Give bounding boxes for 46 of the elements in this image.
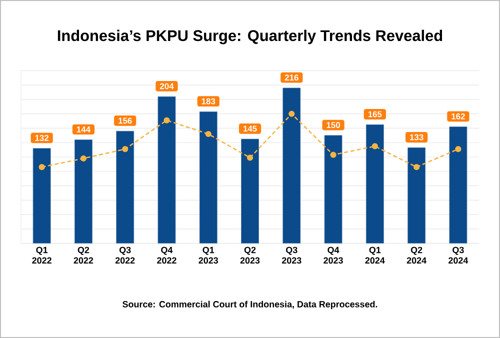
x-tick-label: Q3 2024	[448, 246, 468, 264]
data-label: 144	[76, 126, 90, 132]
data-label: 156	[118, 118, 132, 124]
point	[372, 143, 378, 150]
x-tick-label: Q1 2024	[365, 246, 385, 264]
data-label: 165	[368, 111, 382, 118]
x-tick-label: Q1 2022	[32, 246, 52, 264]
x-tick-label: Q4 2023	[324, 246, 343, 264]
point	[288, 110, 295, 117]
data-label: 216	[284, 74, 298, 81]
bar	[324, 135, 342, 244]
point	[38, 164, 45, 170]
source-note: Source: Commercial Court of Indonesia, Data Reprocessed.	[122, 300, 378, 310]
data-label: 132	[35, 134, 49, 141]
data-label: 162	[452, 113, 465, 120]
data-label: 145	[243, 126, 257, 132]
x-tick-label: Q2 2023	[240, 246, 260, 264]
point	[414, 164, 420, 170]
point	[205, 130, 212, 138]
bar	[32, 148, 51, 244]
x-tick-label: Q3 2023	[282, 246, 302, 264]
x-tick-label: Q3 2022	[115, 246, 135, 264]
point	[122, 146, 128, 152]
point	[455, 146, 462, 152]
bar	[199, 111, 218, 244]
bar	[74, 140, 92, 244]
bar	[408, 147, 426, 244]
x-tick-label: Q2 2024	[406, 246, 426, 264]
bar	[282, 88, 301, 244]
bar	[158, 96, 176, 244]
bar	[116, 130, 134, 244]
data-label: 133	[410, 134, 424, 140]
bar	[366, 124, 384, 244]
data-label: 183	[202, 98, 216, 104]
point	[164, 117, 170, 124]
x-tick-label: Q2 2022	[74, 246, 94, 264]
chart-title: Indonesia’s PKPU Surge: Quarterly Trends Revealed	[58, 30, 442, 44]
data-label: 150	[326, 122, 340, 128]
bar	[241, 138, 259, 244]
point	[80, 155, 87, 162]
data-label: 204	[160, 83, 174, 90]
x-tick-label: Q1 2023	[198, 246, 218, 264]
point	[246, 154, 254, 161]
x-tick-label: Q4 2022	[157, 246, 176, 264]
point	[330, 152, 336, 158]
bar	[449, 126, 468, 244]
